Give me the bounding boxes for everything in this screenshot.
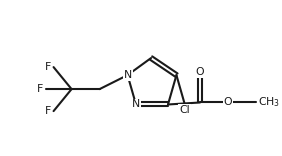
- Text: O: O: [196, 68, 204, 78]
- Text: N: N: [124, 70, 132, 80]
- Text: O: O: [224, 98, 232, 107]
- Text: Cl: Cl: [179, 105, 190, 115]
- Text: F: F: [37, 84, 43, 94]
- Text: F: F: [45, 106, 52, 116]
- Text: N: N: [132, 100, 140, 110]
- Text: CH$_3$: CH$_3$: [258, 96, 280, 109]
- Text: F: F: [45, 62, 52, 72]
